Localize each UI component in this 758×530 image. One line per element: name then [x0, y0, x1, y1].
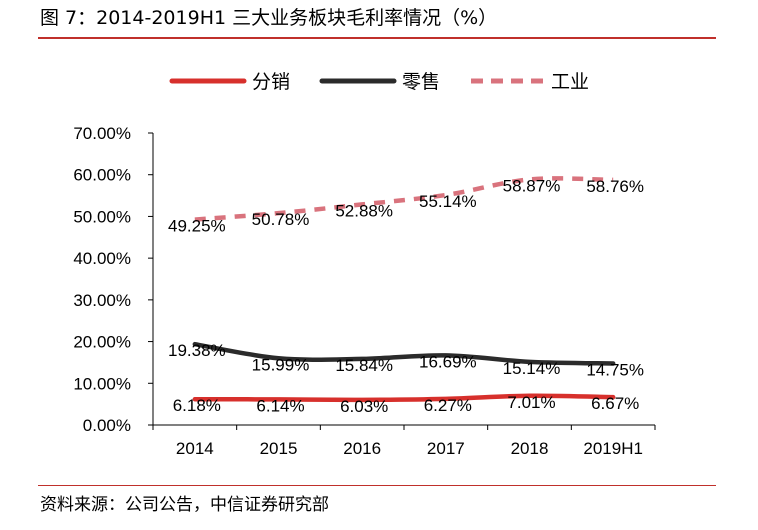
data-label-1-0: 19.38%	[168, 341, 226, 360]
y-tick-label: 20.00%	[73, 333, 131, 352]
y-tick-label: 60.00%	[73, 166, 131, 185]
y-tick-label: 10.00%	[73, 374, 131, 393]
series-line-0	[192, 393, 616, 403]
y-tick-label: 0.00%	[83, 416, 131, 435]
data-labels: 6.18% 6.14% 6.03% 6.27% 7.01% 6.67% 19.38% 15.9…	[168, 176, 644, 415]
figure-title: 图 7：2014-2019H1 三大业务板块毛利率情况（%）	[40, 7, 498, 29]
data-label-1-3: 16.69%	[419, 352, 477, 371]
data-label-0-0: 6.18%	[173, 396, 221, 415]
x-tick-label-2017: 2017	[427, 439, 465, 458]
data-label-1-1: 15.99%	[252, 355, 310, 374]
x-tick-label-2014: 2014	[176, 439, 214, 458]
data-label-0-4: 7.01%	[507, 393, 555, 412]
chart-legend: 分销 零售 工业	[169, 71, 589, 93]
data-label-2-1: 50.78%	[252, 210, 310, 229]
chart: 分销 零售 工业 0.00% 10.00% 20.00% 30.00% 40.00% 50.0…	[73, 71, 656, 458]
series-line-2	[194, 176, 614, 222]
data-label-0-5: 6.67%	[591, 394, 639, 413]
data-label-2-3: 55.14%	[419, 192, 477, 211]
data-label-0-2: 6.03%	[340, 397, 388, 416]
data-label-2-0: 49.25%	[168, 217, 226, 236]
x-tick-label-2016: 2016	[343, 439, 381, 458]
title-divider	[38, 37, 716, 39]
y-tick-label: 30.00%	[73, 291, 131, 310]
data-label-2-2: 52.88%	[335, 201, 393, 220]
series-lines	[192, 176, 616, 403]
x-axis: 2014 2015 2016 2017 2018 2019H1	[152, 424, 656, 458]
x-tick-label-2018: 2018	[511, 439, 549, 458]
x-tick-label-2015: 2015	[260, 439, 298, 458]
y-tick-label: 50.00%	[73, 207, 131, 226]
source-divider	[38, 485, 716, 486]
legend-label-1: 零售	[402, 71, 440, 93]
data-label-2-5: 58.76%	[586, 177, 644, 196]
legend-label-2: 工业	[551, 71, 589, 93]
data-label-0-3: 6.27%	[424, 396, 472, 415]
y-tick-label: 70.00%	[73, 124, 131, 143]
x-tick-label-2019h1: 2019H1	[583, 439, 643, 458]
data-label-2-4: 58.87%	[503, 176, 561, 195]
data-label-1-4: 15.14%	[503, 359, 561, 378]
source-note: 资料来源：公司公告，中信证券研究部	[40, 495, 329, 515]
y-axis: 0.00% 10.00% 20.00% 30.00% 40.00% 50.00% 60.00…	[73, 124, 154, 435]
series-line-1	[192, 341, 616, 366]
y-tick-label: 40.00%	[73, 249, 131, 268]
data-label-1-5: 14.75%	[586, 360, 644, 379]
legend-label-0: 分销	[252, 71, 290, 93]
data-label-0-1: 6.14%	[256, 396, 304, 415]
data-label-1-2: 15.84%	[335, 356, 393, 375]
